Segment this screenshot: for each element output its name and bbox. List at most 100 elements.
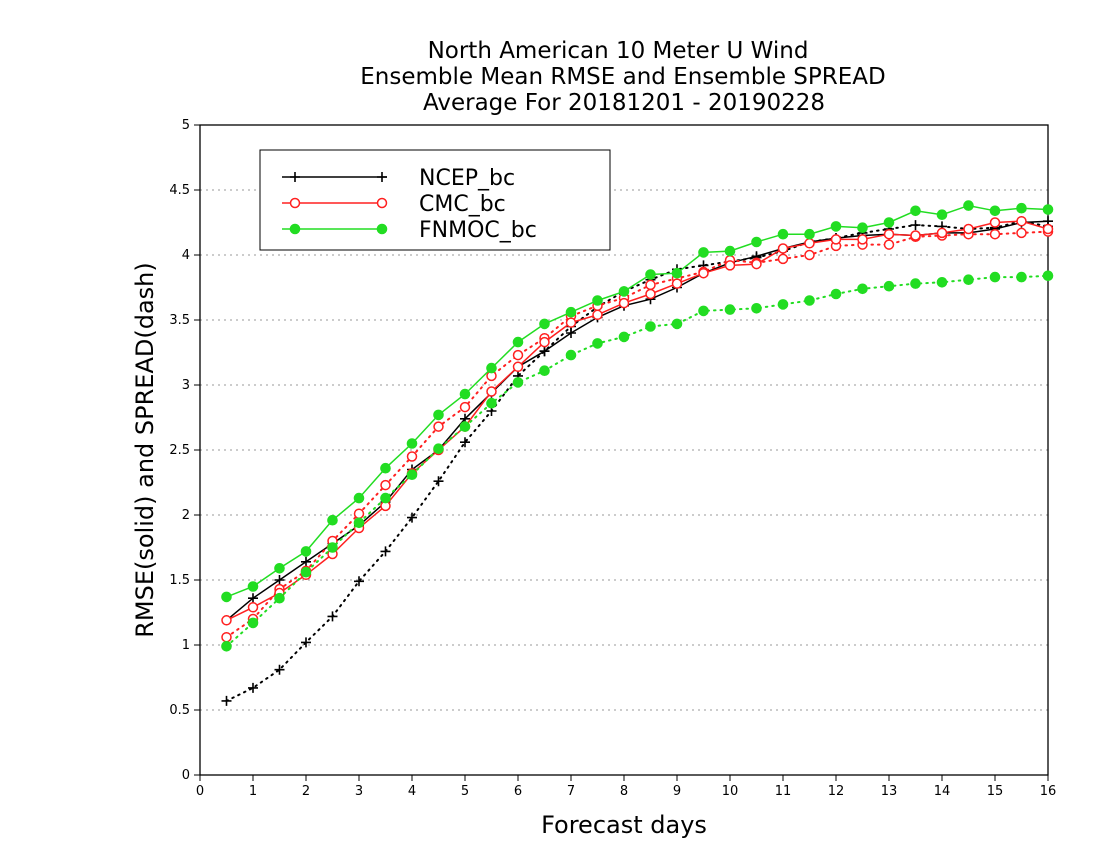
fnmoc-bc-spread-point [380, 492, 391, 504]
cmc-bc-spread-line [225, 230, 1049, 639]
fnmoc-bc-spread-point [936, 277, 948, 288]
fnmoc-bc-spread-point [486, 397, 497, 409]
x-tick-label: 6 [514, 784, 522, 799]
fnmoc-bc-spread-point [221, 641, 232, 652]
cmc-bc-spread-point [459, 401, 471, 413]
fnmoc-bc-spread-point [459, 421, 471, 432]
fnmoc-bc-rmse-point [751, 236, 762, 248]
y-tick-label: 0 [182, 768, 190, 783]
x-tick-label: 15 [987, 784, 1004, 799]
axis-ticks: 00.511.522.533.544.550 1 2 3 4 5 6 7 8 9 10 11 12 13 1… [169, 118, 1056, 799]
fnmoc-bc-spread-series [221, 270, 1054, 652]
gridlines [200, 189, 1048, 711]
cmc-bc-rmse-point [883, 228, 895, 240]
legend-box [259, 149, 611, 251]
cmc-bc-spread-point [353, 508, 365, 519]
ncep-bc-rmse-point [248, 593, 258, 604]
legend-label-ncep-bc: NCEP_bc [419, 166, 515, 191]
x-tick-label: 1 [249, 784, 257, 799]
cmc-bc-rmse-point [565, 317, 577, 328]
x-tick-label: 5 [461, 784, 469, 799]
x-axis-label: Forecast days [541, 811, 707, 839]
chart-title-line-3: Average For 20181201 - 20190228 [423, 90, 825, 116]
ncep-bc-rmse-point [301, 556, 311, 567]
legend-marker-ncep-bc [377, 172, 387, 182]
fnmoc-bc-rmse-point [777, 228, 789, 240]
fnmoc-bc-spread-point [963, 274, 974, 286]
ncep-bc-rmse-line [226, 220, 1049, 621]
ncep-bc-spread-point [354, 576, 364, 587]
ncep-bc-spread-point [380, 546, 391, 557]
fnmoc-bc-rmse-point [459, 388, 471, 400]
x-tick-label: 13 [881, 784, 898, 799]
x-tick-label: 11 [775, 784, 792, 799]
cmc-bc-rmse-point [592, 309, 603, 321]
legend-label-fnmoc-bc: FNMOC_bc [419, 218, 537, 243]
cmc-bc-rmse-point [910, 230, 921, 241]
cmc-bc-rmse-point [645, 288, 656, 300]
fnmoc-bc-spread-point [406, 469, 418, 481]
series-layer [221, 200, 1054, 706]
ncep-bc-spread-point [910, 220, 921, 231]
cmc-bc-spread-point [406, 451, 418, 462]
legend-label-cmc-bc: CMC_bc [419, 192, 506, 217]
fnmoc-bc-rmse-point [1016, 202, 1027, 214]
fnmoc-bc-rmse-point [274, 563, 285, 574]
cmc-bc-rmse-point [963, 223, 974, 235]
fnmoc-bc-rmse-line [226, 204, 1049, 598]
legend-marker-cmc-bc [376, 197, 388, 209]
cmc-bc-rmse-point [1016, 215, 1027, 227]
cmc-bc-spread-point [777, 253, 789, 265]
cmc-bc-rmse-point [751, 258, 762, 270]
fnmoc-bc-rmse-point [565, 306, 577, 318]
fnmoc-bc-rmse-point [353, 492, 365, 504]
x-tick-label: 3 [355, 784, 363, 799]
cmc-bc-spread-point [1016, 227, 1027, 239]
cmc-bc-rmse-point [247, 602, 259, 613]
fnmoc-bc-rmse-point [698, 247, 709, 258]
fnmoc-bc-rmse-point [486, 362, 497, 374]
legend-marker-cmc-bc [289, 197, 301, 209]
fnmoc-bc-spread-point [910, 278, 921, 289]
fnmoc-bc-rmse-point [857, 222, 868, 233]
cmc-bc-spread-point [804, 249, 815, 261]
cmc-bc-rmse-point [618, 297, 630, 309]
cmc-bc-spread-point [989, 228, 1001, 240]
cmc-bc-spread-point [512, 349, 524, 361]
cmc-bc-rmse-point [512, 361, 524, 373]
fnmoc-bc-rmse-point [380, 462, 391, 474]
legend-marker-ncep-bc [290, 172, 300, 182]
cmc-bc-spread-point [883, 239, 895, 250]
chart-title-line-1: North American 10 Meter U Wind [428, 38, 809, 64]
fnmoc-bc-rmse-point [618, 286, 630, 297]
cmc-bc-rmse-point [804, 238, 815, 249]
y-tick-label: 1 [182, 638, 190, 653]
fnmoc-bc-spread-point [883, 280, 895, 292]
ncep-bc-rmse-point [539, 346, 550, 357]
fnmoc-bc-rmse-point [221, 591, 232, 603]
x-tick-label: 9 [673, 784, 681, 799]
fnmoc-bc-rmse-point [671, 267, 683, 279]
cmc-bc-rmse-point [221, 615, 232, 626]
fnmoc-bc-rmse-point [327, 514, 338, 526]
legend-marker-fnmoc-bc [289, 223, 301, 235]
cmc-bc-rmse-point [777, 243, 789, 254]
fnmoc-bc-rmse-point [724, 245, 736, 257]
fnmoc-bc-spread-point [777, 299, 789, 310]
x-tick-label: 10 [722, 784, 739, 799]
fnmoc-bc-rmse-point [645, 269, 656, 280]
fnmoc-bc-spread-point [989, 271, 1001, 283]
cmc-bc-rmse-point [539, 336, 550, 348]
y-tick-label: 3.5 [169, 313, 190, 328]
fnmoc-bc-rmse-series [221, 200, 1054, 603]
fnmoc-bc-spread-point [565, 349, 577, 361]
fnmoc-bc-rmse-point [539, 318, 550, 330]
ncep-bc-spread-point [433, 476, 444, 487]
fnmoc-bc-rmse-point [936, 209, 948, 220]
fnmoc-bc-rmse-point [512, 336, 524, 348]
fnmoc-bc-spread-point [247, 617, 259, 629]
cmc-bc-rmse-point [830, 234, 842, 245]
fnmoc-bc-spread-point [353, 517, 365, 529]
y-tick-label: 3 [182, 378, 190, 393]
